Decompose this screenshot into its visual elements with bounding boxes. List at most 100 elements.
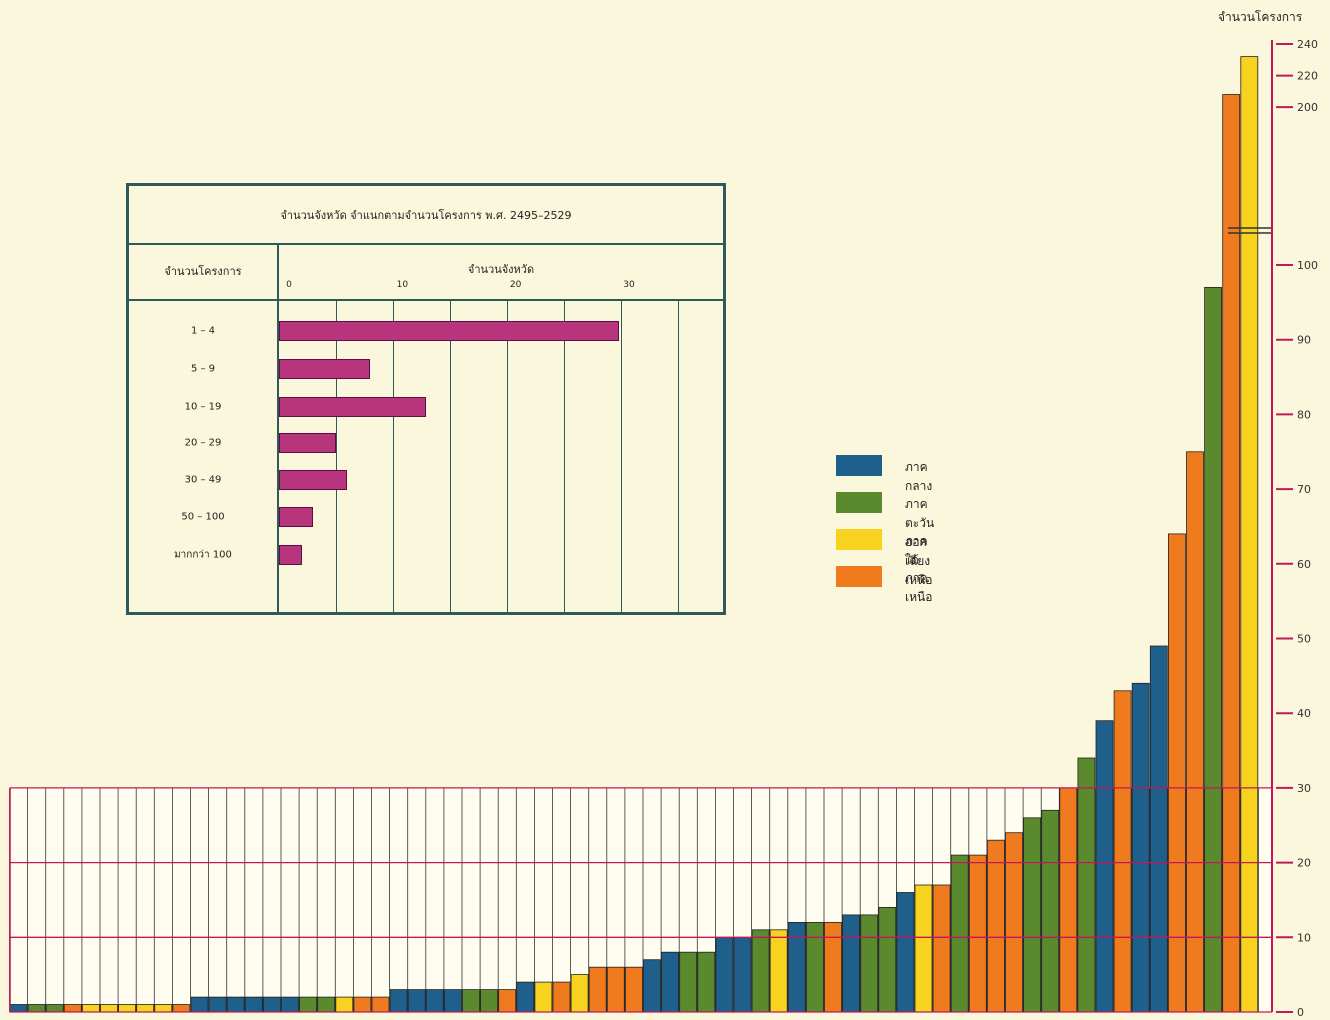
inset-x-tick: 10 [396,280,409,290]
y-tick-label: 90 [1297,334,1311,347]
bar [498,989,517,1013]
y-tick-label: 70 [1297,483,1311,496]
inset-title: จำนวนจังหวัด จำแนกตามจำนวนโครงการ พ.ศ. 2… [129,186,723,245]
y-tick-label: 200 [1297,101,1318,114]
inset-gridline [393,301,394,612]
inset-row-labels: 1 – 4 5 – 9 10 – 19 20 – 29 30 – 49 50 – 100 ม… [129,301,279,612]
inset-gridline [450,301,451,612]
legend-swatch [836,455,882,476]
inset-bar [279,433,336,453]
bar [987,839,1005,1013]
bar [697,951,716,1013]
bar [353,996,372,1013]
inset-gridline [336,301,337,612]
bar [806,922,824,1013]
bar [588,966,607,1013]
y-tick-label: 0 [1297,1006,1304,1019]
bar [480,989,499,1013]
bar [118,1004,136,1013]
bar [82,1004,100,1013]
bar [715,936,734,1013]
bar [208,996,227,1013]
bar [100,1004,118,1013]
inset-x-tick: 0 [286,280,292,290]
y-tick-label: 40 [1297,707,1311,720]
bar [335,996,354,1013]
inset-row-label: 30 – 49 [184,474,222,486]
bar [1222,94,1241,1013]
y-tick-label: 50 [1297,633,1311,646]
y-tick-label: 30 [1297,782,1311,795]
inset-gridline [507,301,508,612]
bar [1059,787,1078,1013]
y-tick-label: 10 [1297,931,1311,944]
inset-gridline [621,301,622,612]
y-tick-label: 240 [1297,38,1318,51]
bar [443,989,462,1013]
bar [45,1004,64,1013]
bar [154,1004,173,1013]
bar [968,854,987,1013]
inset-bar-area [279,301,723,612]
bar [1131,682,1150,1013]
inset-row-label: 1 – 4 [190,325,216,337]
bar [299,996,318,1013]
bar [27,1004,46,1013]
bar [534,981,553,1013]
bar [389,989,408,1013]
bar [226,996,245,1013]
legend-label: ภาคเหนือ [905,571,933,604]
bar [1041,809,1060,1013]
bar [679,951,698,1013]
inset-bar [279,507,313,527]
bar [1005,832,1023,1013]
bar [190,996,209,1013]
legend-swatch [836,566,882,587]
bar [842,914,860,1013]
inset-row-label: 5 – 9 [190,363,216,375]
inset-row-header: จำนวนโครงการ [129,243,279,301]
inset-table: จำนวนจังหวัด จำแนกตามจำนวนโครงการ พ.ศ. 2… [126,183,726,615]
inset-bar [279,321,619,341]
legend-label: ภาคตะวันออกเฉียงเหนือ [905,497,935,587]
inset-col-header: จำนวนจังหวัด 0 10 20 30 [279,243,723,301]
y-tick-label: 60 [1297,558,1311,571]
y-tick-label: 220 [1297,70,1318,83]
bar [136,1004,155,1013]
y-tick-label: 100 [1297,259,1318,272]
bar [932,884,951,1013]
legend-label: ภาคใต้ [905,534,928,567]
bar [1113,690,1132,1013]
bar [172,1004,191,1013]
y-tick-label: 80 [1297,408,1311,421]
bar [950,854,969,1013]
inset-bar [279,470,347,490]
bar [860,914,879,1013]
legend-label: ภาคกลาง [905,460,933,493]
inset-gridline [564,301,565,612]
bar [1204,286,1222,1013]
bar [1149,645,1168,1013]
inset-x-tick: 30 [623,280,635,290]
inset-x-tick: 20 [509,280,522,290]
bar [625,966,643,1013]
bar [896,892,915,1013]
bar [643,959,661,1013]
inset-row-label: มากกว่า 100 [174,549,232,561]
bar [661,951,679,1013]
bar [407,989,426,1013]
bar [878,907,897,1013]
bar [317,996,336,1013]
y-tick-label: 20 [1297,857,1311,870]
inset-bar [279,397,427,417]
bar [462,989,480,1013]
bar [63,1004,82,1013]
inset-gridline [678,301,679,612]
bar [9,1004,28,1013]
bar [1095,720,1114,1013]
bar [606,966,625,1013]
inset-row-label: 20 – 29 [184,437,222,449]
bar [1077,757,1096,1013]
bar [1168,533,1186,1013]
